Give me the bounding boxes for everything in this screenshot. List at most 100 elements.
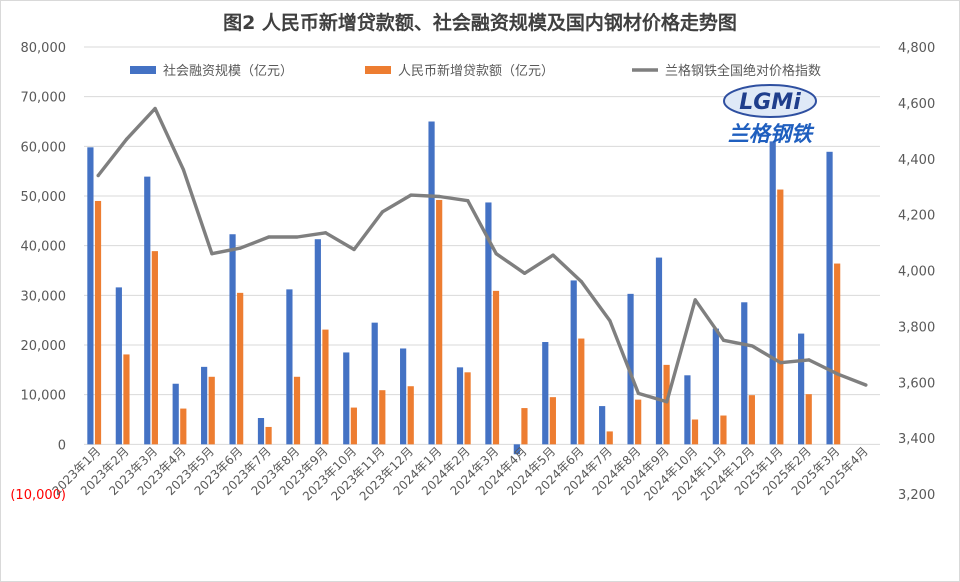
bar-new-loans	[208, 376, 215, 445]
bar-new-loans	[322, 329, 329, 445]
bar-new-loans	[151, 251, 158, 445]
bar-social-financing	[826, 151, 833, 445]
line-point	[608, 319, 612, 323]
bar-social-financing	[570, 280, 577, 445]
line-point	[778, 361, 783, 365]
bar-social-financing	[201, 366, 208, 445]
bar-new-loans	[777, 189, 784, 445]
bar-new-loans	[606, 431, 613, 445]
bar-social-financing	[314, 239, 321, 445]
line-point	[238, 246, 242, 250]
line-point	[750, 344, 754, 348]
bar-new-loans	[663, 364, 670, 445]
bar-social-financing	[115, 287, 122, 445]
bar-new-loans	[635, 399, 642, 445]
price-line	[96, 106, 868, 404]
bar-new-loans	[578, 338, 585, 445]
bar-new-loans	[180, 408, 187, 445]
line-point	[722, 338, 726, 342]
y-right-tick-label: 3,600	[898, 376, 935, 391]
line-point	[579, 280, 584, 284]
x-axis: 2023年1月2023年2月2023年3月2023年4月2023年5月2023年…	[49, 444, 870, 503]
line-point	[437, 194, 441, 199]
y-right-tick-label: 3,400	[898, 432, 935, 447]
bar-social-financing	[741, 302, 748, 445]
bar-new-loans	[265, 426, 272, 445]
line-point	[807, 358, 811, 362]
y-axis-left: (10,000) 0 10,000 20,000 30,000 40,000 50,000 6…	[10, 41, 66, 503]
line-point	[153, 106, 157, 111]
line-point	[181, 168, 186, 172]
y-right-tick-label: 3,800	[898, 320, 935, 335]
y-right-tick-label: 3,200	[898, 488, 935, 503]
bar-new-loans	[293, 376, 301, 445]
y-left-tick-label: 50,000	[21, 190, 67, 205]
bar-social-financing	[456, 367, 464, 445]
y-right-tick-label: 4,600	[898, 97, 935, 112]
bar-social-financing	[400, 348, 407, 445]
bar-new-loans	[720, 415, 727, 445]
y-right-tick-label: 4,400	[898, 153, 935, 168]
bar-social-financing	[371, 322, 378, 445]
line-point	[835, 372, 839, 376]
y-right-tick-label: 4,800	[898, 41, 935, 56]
bar-social-financing	[542, 342, 549, 445]
line-point	[523, 271, 527, 275]
line-point	[665, 400, 669, 404]
bar-new-loans	[94, 200, 102, 445]
bar-new-loans	[123, 354, 130, 445]
line-point	[409, 193, 413, 197]
bar-social-financing	[229, 234, 236, 445]
y-left-tick-label: 20,000	[21, 339, 67, 354]
bar-new-loans	[436, 199, 443, 445]
line-point	[125, 137, 129, 141]
line-point	[352, 247, 356, 252]
lange-logo: LGMi 兰格钢铁	[723, 84, 817, 146]
y-left-tick-label: 70,000	[21, 91, 67, 106]
line-steel-price-index	[96, 106, 868, 404]
bar-social-financing	[684, 375, 691, 445]
line-point	[210, 252, 214, 256]
bar-social-financing	[655, 257, 663, 445]
bar-social-financing	[172, 383, 179, 445]
y-left-tick-label: 30,000	[21, 289, 67, 304]
logo-caption: 兰格钢铁	[728, 122, 815, 146]
line-point	[466, 199, 470, 203]
bar-new-loans	[834, 263, 841, 445]
bar-new-loans	[549, 397, 556, 445]
y-left-tick-label: 80,000	[21, 41, 67, 56]
bar-new-loans	[407, 386, 414, 445]
bar-social-financing	[798, 333, 805, 445]
y-left-tick-label: 40,000	[21, 240, 67, 255]
bar-social-financing	[712, 328, 719, 445]
line-point	[864, 383, 868, 387]
bar-new-loans	[379, 390, 386, 445]
bar-new-loans	[492, 290, 500, 445]
bar-social-financing	[343, 352, 350, 445]
logo-ellipse	[723, 84, 817, 118]
legend-swatch	[130, 66, 156, 74]
line-point	[380, 210, 385, 214]
bar-new-loans	[691, 419, 699, 445]
y-right-tick-label: 4,200	[898, 209, 935, 224]
bars	[87, 121, 841, 455]
line-point	[324, 231, 328, 235]
legend-label: 兰格钢铁全国绝对价格指数	[665, 63, 821, 79]
bar-social-financing	[769, 141, 776, 445]
bar-new-loans	[464, 372, 471, 445]
legend: 社会融资规模（亿元） 人民币新增贷款额（亿元） 兰格钢铁全国绝对价格指数	[130, 63, 821, 79]
legend-label: 人民币新增贷款额（亿元）	[398, 63, 554, 79]
line-point	[693, 298, 697, 302]
bar-social-financing	[286, 289, 293, 445]
line-point	[267, 235, 271, 239]
bar-social-financing	[144, 176, 151, 445]
line-point	[96, 173, 100, 178]
bar-social-financing	[87, 147, 94, 445]
line-point	[636, 391, 640, 396]
bar-social-financing	[513, 444, 520, 455]
bar-new-loans	[350, 407, 357, 445]
bar-social-financing	[257, 418, 265, 445]
line-point	[295, 235, 299, 239]
legend-swatch	[365, 66, 391, 74]
